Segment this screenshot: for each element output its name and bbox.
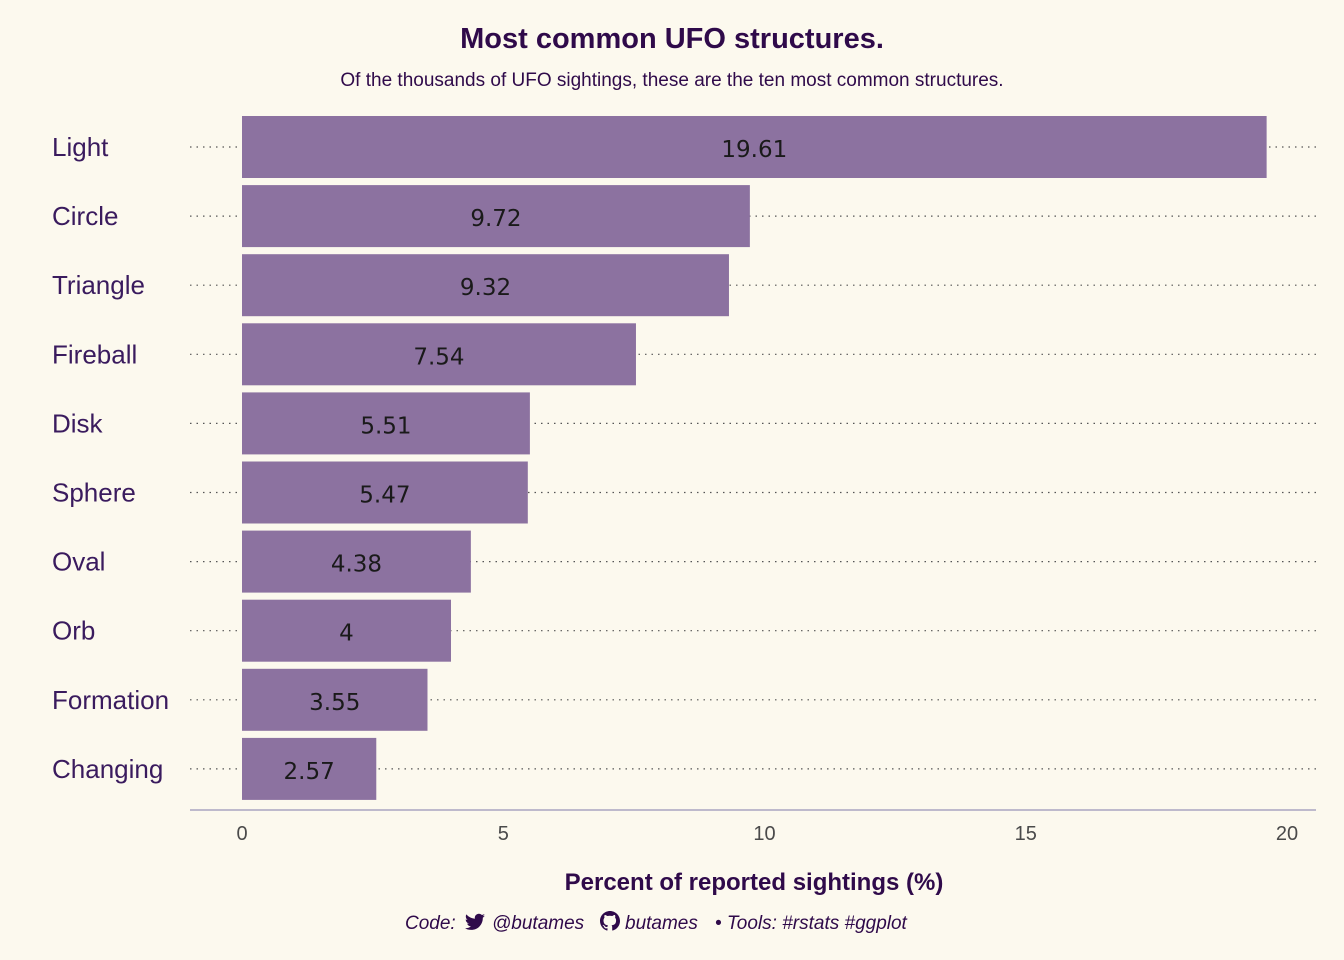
- value-label: 19.61: [721, 137, 787, 163]
- x-tick-label: 15: [1015, 823, 1037, 845]
- bar-sphere: [242, 461, 528, 524]
- category-label: Fireball: [52, 339, 137, 369]
- bar-disk: [242, 392, 530, 455]
- category-label: Sphere: [52, 478, 136, 508]
- caption-twitter-handle: @butames: [492, 913, 585, 934]
- bar-oval: [242, 530, 471, 593]
- caption: Code: @butames butames • Tools: #rstats …: [405, 911, 908, 934]
- value-label: 4.38: [331, 552, 382, 578]
- x-tick-label: 20: [1276, 823, 1298, 845]
- value-label: 5.51: [360, 413, 411, 439]
- category-label: Light: [52, 132, 109, 162]
- value-labels: 19.61 9.72 9.32 7.54 5.51 5.47 4.38 4 3.55 2.57: [284, 137, 788, 785]
- value-label: 9.32: [460, 275, 511, 301]
- caption-tools: • Tools: #rstats #ggplot: [715, 913, 908, 934]
- bar-changing: [242, 737, 377, 800]
- value-label: 7.54: [413, 344, 464, 370]
- x-tick-label: 10: [753, 823, 775, 845]
- category-label: Oval: [52, 547, 105, 577]
- caption-prefix: Code:: [405, 913, 456, 934]
- chart-title: Most common UFO structures.: [460, 23, 884, 55]
- value-label: 9.72: [470, 206, 521, 232]
- bar-light: [242, 116, 1267, 178]
- bar-fireball: [242, 323, 636, 386]
- x-axis-ticks: 0 5 10 15 20: [236, 823, 1298, 845]
- value-label: 3.55: [309, 690, 360, 716]
- bar-formation: [242, 668, 428, 731]
- category-label: Circle: [52, 201, 118, 231]
- twitter-bird-icon: [464, 913, 485, 930]
- category-label: Changing: [52, 754, 163, 784]
- category-labels: Light Circle Triangle Fireball Disk Sphere Ova…: [52, 132, 169, 784]
- x-tick-label: 5: [498, 823, 509, 845]
- caption-github-handle: butames: [625, 913, 698, 934]
- category-label: Orb: [52, 616, 95, 646]
- bar-triangle: [242, 254, 729, 317]
- bar-orb: [242, 599, 451, 662]
- chart-subtitle: Of the thousands of UFO sightings, these…: [340, 70, 1003, 91]
- bar-circle: [242, 185, 750, 248]
- category-label: Formation: [52, 685, 169, 715]
- value-label: 2.57: [284, 759, 335, 785]
- category-label: Triangle: [52, 270, 145, 300]
- value-label: 4: [339, 621, 354, 647]
- x-axis-title: Percent of reported sightings (%): [565, 869, 944, 896]
- value-label: 5.47: [359, 483, 410, 509]
- github-icon: [600, 911, 620, 931]
- x-tick-label: 0: [236, 823, 247, 845]
- bars: [242, 116, 1267, 800]
- category-label: Disk: [52, 408, 104, 438]
